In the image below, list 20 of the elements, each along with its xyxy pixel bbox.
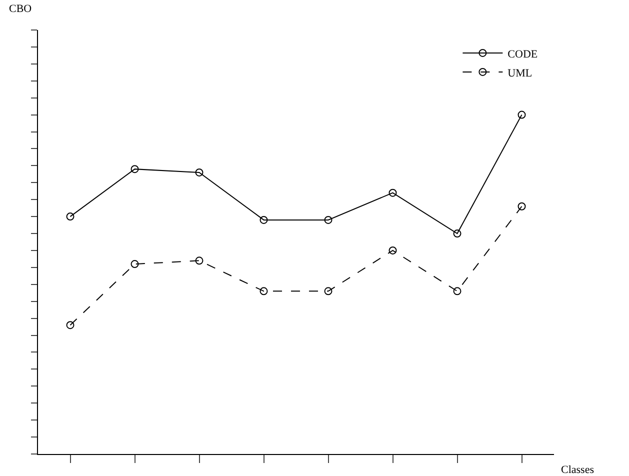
- point: [195, 168, 204, 176]
- point: [195, 256, 204, 265]
- point: [518, 110, 526, 119]
- x-axis-title: Classes: [561, 464, 594, 476]
- point: [453, 287, 462, 296]
- legend-label: CODE: [508, 48, 538, 60]
- point: [66, 321, 74, 330]
- point: [66, 212, 74, 221]
- point: [324, 287, 332, 296]
- point: [260, 216, 268, 224]
- text: CBO: [9, 3, 32, 15]
- point: [130, 260, 139, 268]
- point: [130, 165, 139, 174]
- point: [453, 230, 462, 238]
- point: [388, 246, 397, 254]
- point: [260, 287, 268, 296]
- point: [324, 216, 332, 224]
- point: [388, 188, 397, 197]
- legend-label: UML: [508, 67, 532, 80]
- point: [518, 202, 526, 210]
